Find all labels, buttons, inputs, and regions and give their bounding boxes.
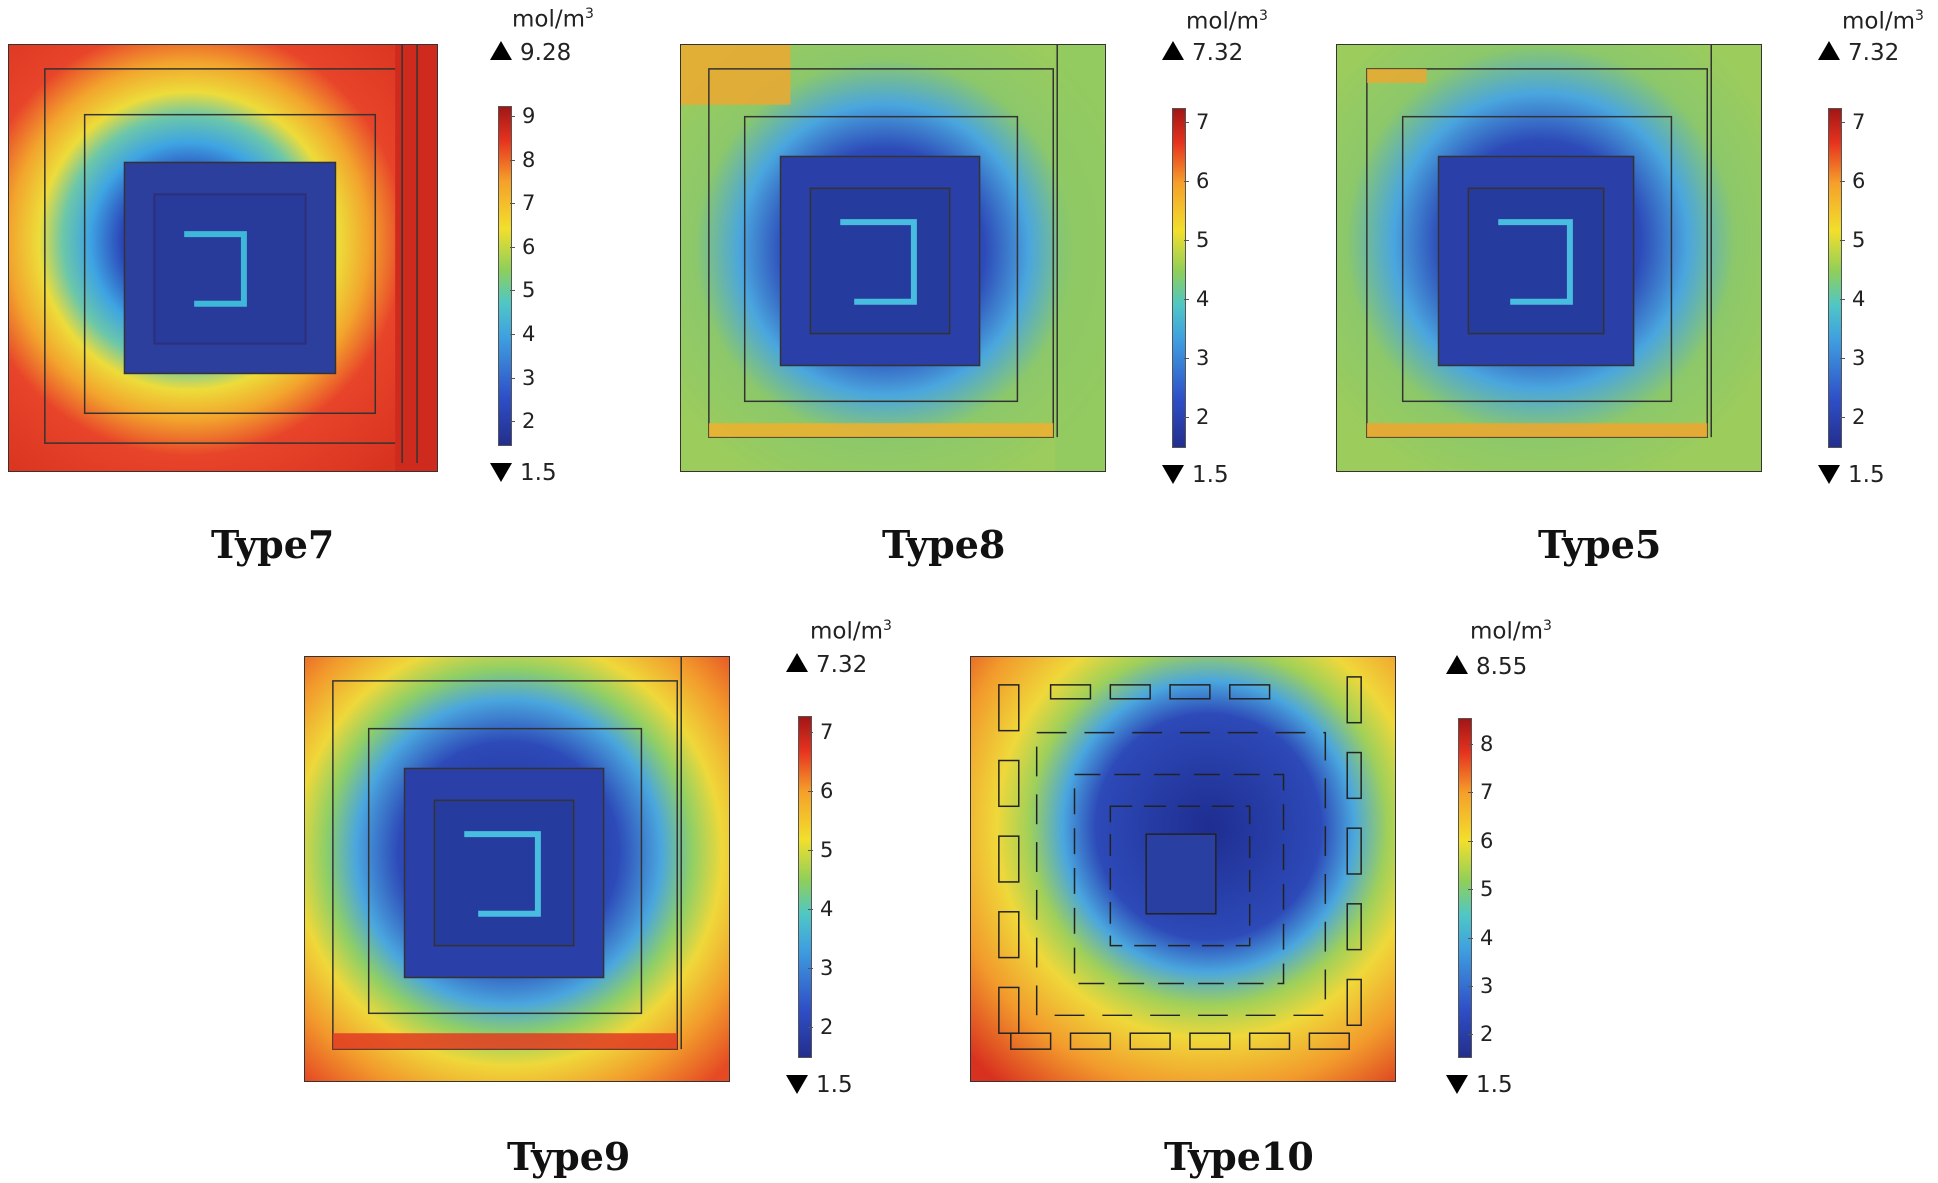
colorbar-tick: 5 <box>1467 877 1494 901</box>
unit-label: mol/m3 <box>1470 618 1552 645</box>
min-triangle-icon <box>1818 465 1840 484</box>
colorbar-tick: 6 <box>807 779 834 803</box>
colorbar-tick: 3 <box>1183 346 1210 370</box>
contour-plot-type5 <box>1336 44 1762 472</box>
min-triangle-icon <box>786 1075 808 1094</box>
colorbar-tick: 5 <box>807 838 834 862</box>
colorbar-tick: 7 <box>1467 780 1494 804</box>
min-value: 1.5 <box>490 460 557 486</box>
max-triangle-icon <box>1818 41 1840 60</box>
colorbar-tick: 4 <box>1183 287 1210 311</box>
colorbar-tick: 7 <box>1839 110 1866 134</box>
colorbar <box>498 106 512 446</box>
max-value: 9.28 <box>490 40 571 66</box>
colorbar-tick: 6 <box>1839 169 1866 193</box>
contour-plot-type10 <box>970 656 1396 1082</box>
max-triangle-icon <box>1162 41 1184 60</box>
unit-label: mol/m3 <box>512 6 594 33</box>
panel-label: Type10 <box>1164 1134 1314 1179</box>
colorbar-tick: 4 <box>807 897 834 921</box>
contour-plot-type7 <box>8 44 438 472</box>
min-value: 1.5 <box>1818 462 1885 488</box>
min-triangle-icon <box>490 463 512 482</box>
panel-label: Type8 <box>882 522 1006 567</box>
max-triangle-icon <box>490 41 512 60</box>
max-value: 7.32 <box>1818 40 1899 66</box>
min-value: 1.5 <box>1446 1072 1513 1098</box>
colorbar-tick: 4 <box>1467 926 1494 950</box>
colorbar <box>1828 108 1842 448</box>
min-value: 1.5 <box>1162 462 1229 488</box>
min-value: 1.5 <box>786 1072 853 1098</box>
colorbar-tick: 2 <box>1467 1022 1494 1046</box>
colorbar-tick: 3 <box>509 366 536 390</box>
colorbar-tick: 2 <box>509 409 536 433</box>
unit-label: mol/m3 <box>1842 8 1924 35</box>
panel-label: Type5 <box>1538 522 1662 567</box>
colorbar-tick: 2 <box>1839 405 1866 429</box>
colorbar-tick: 4 <box>509 322 536 346</box>
unit-label: mol/m3 <box>810 618 892 645</box>
colorbar-tick: 3 <box>1839 346 1866 370</box>
colorbar-tick: 6 <box>1467 829 1494 853</box>
colorbar-tick: 3 <box>1467 974 1494 998</box>
contour-plot-type8 <box>680 44 1106 472</box>
colorbar-tick: 8 <box>1467 732 1494 756</box>
max-triangle-icon <box>786 653 808 672</box>
min-triangle-icon <box>1162 465 1184 484</box>
colorbar-tick: 6 <box>509 235 536 259</box>
colorbar <box>798 716 812 1058</box>
colorbar <box>1172 108 1186 448</box>
min-triangle-icon <box>1446 1075 1468 1094</box>
colorbar-tick: 7 <box>1183 110 1210 134</box>
colorbar-tick: 5 <box>1839 228 1866 252</box>
contour-plot-type9 <box>304 656 730 1082</box>
colorbar-tick: 2 <box>1183 405 1210 429</box>
colorbar-tick: 9 <box>509 104 536 128</box>
max-triangle-icon <box>1446 655 1468 674</box>
colorbar-tick: 7 <box>807 720 834 744</box>
colorbar-tick: 7 <box>509 191 536 215</box>
colorbar-tick: 5 <box>509 278 536 302</box>
colorbar <box>1458 718 1472 1058</box>
colorbar-tick: 3 <box>807 956 834 980</box>
unit-label: mol/m3 <box>1186 8 1268 35</box>
panel-label: Type9 <box>507 1134 631 1179</box>
colorbar-tick: 8 <box>509 148 536 172</box>
max-value: 7.32 <box>786 652 867 678</box>
max-value: 8.55 <box>1446 654 1527 680</box>
colorbar-tick: 4 <box>1839 287 1866 311</box>
max-value: 7.32 <box>1162 40 1243 66</box>
colorbar-tick: 2 <box>807 1015 834 1039</box>
colorbar-tick: 6 <box>1183 169 1210 193</box>
colorbar-tick: 5 <box>1183 228 1210 252</box>
panel-label: Type7 <box>211 522 335 567</box>
